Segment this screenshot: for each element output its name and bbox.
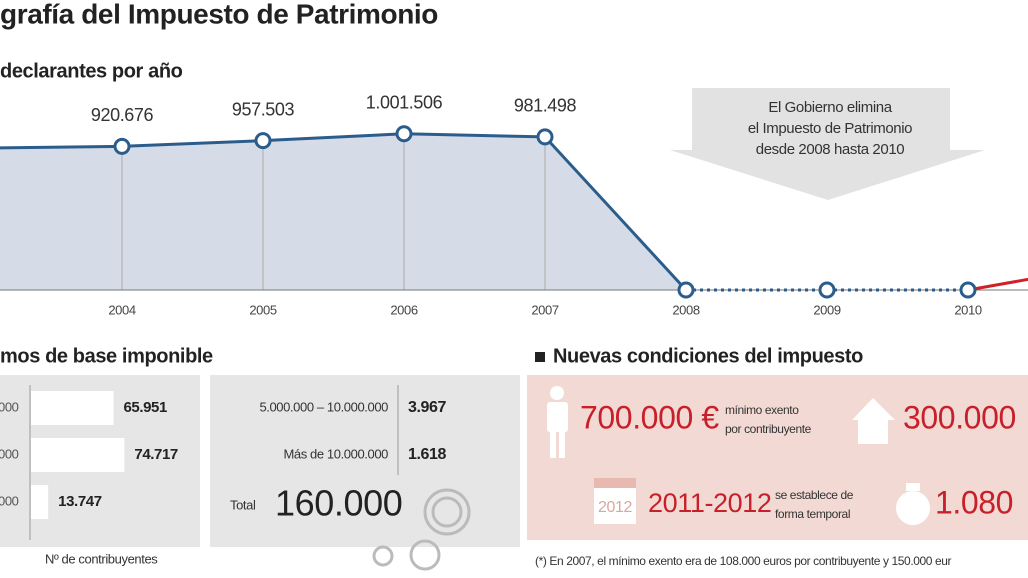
x-tick-label: 2010 [954, 302, 981, 317]
condition-desc: se establece de [775, 488, 854, 502]
x-tick-label: 2006 [390, 302, 417, 317]
condition-value: 300.000 [903, 399, 1016, 435]
x-tick-label: 2004 [108, 302, 135, 317]
x-tick-label: 2009 [813, 302, 840, 317]
total-value: 160.000 [275, 483, 402, 524]
annotation-line: desde 2008 hasta 2010 [756, 141, 904, 158]
value-label: 920.676 [91, 105, 154, 125]
annotation-line: el Impuesto de Patrimonio [748, 120, 912, 137]
row-value: 3.967 [408, 399, 447, 416]
condition-value: 2011-2012 [648, 488, 772, 518]
line-chart: 2004 2005 2006 2007 2008 2009 2010 920.676 957.5… [0, 93, 1028, 317]
annotation-arrow [670, 88, 985, 200]
point [113, 137, 131, 155]
value-label: 1.001.506 [366, 93, 443, 113]
point [254, 132, 272, 150]
area [0, 133, 968, 290]
bar [31, 438, 125, 472]
point [677, 281, 695, 299]
point [818, 281, 836, 299]
section-heading: mos de base imponible [0, 345, 213, 367]
row-label: 000 [0, 493, 19, 508]
row-label: 5.000.000 – 10.000.000 [259, 399, 388, 414]
value-label: 981.498 [514, 96, 577, 116]
bullet [535, 352, 545, 362]
calendar-label: 2012 [598, 499, 632, 516]
annotation-line: El Gobierno elimina [768, 99, 892, 116]
bar-value: 13.747 [58, 493, 102, 510]
brackets: 000 65.951 000 74.717 000 13.747 5.000.000 – 1… [0, 391, 447, 519]
coins [372, 488, 471, 571]
row-label: 000 [0, 399, 19, 414]
footer: Nº de contribuyentes [45, 551, 158, 566]
value-label: 957.503 [232, 99, 295, 119]
x-tick-label: 2008 [672, 302, 699, 317]
line-segment [262, 132, 405, 143]
bar-value: 74.717 [134, 446, 178, 463]
condition-desc: forma temporal [775, 507, 850, 521]
condition-desc: mínimo exento [725, 403, 799, 417]
footnote: (*) En 2007, el mínimo exento era de 108… [535, 554, 952, 568]
line-segment [0, 144, 123, 150]
conditions: 700.000 € mínimo exento por contribuyente 3… [580, 399, 1016, 521]
x-tick-label: 2007 [531, 302, 558, 317]
bar-value: 65.951 [123, 399, 167, 416]
point [959, 281, 977, 299]
condition-value: 1.080 [935, 484, 1013, 520]
annotation: El Gobierno elimina el Impuesto de Patrim… [748, 99, 913, 158]
row-label: Más de 10.000.000 [283, 446, 388, 461]
title: grafía del Impuesto de Patrimonio [0, 0, 438, 29]
line-segment [967, 277, 1028, 292]
bar [31, 485, 49, 519]
x-tick-label: 2005 [249, 302, 276, 317]
condition-desc: por contribuyente [725, 422, 812, 436]
row-value: 1.618 [408, 446, 447, 463]
point [536, 128, 554, 146]
line-segment [403, 132, 546, 139]
bar [31, 391, 114, 425]
point [395, 125, 413, 143]
line-segment [543, 135, 688, 292]
condition-value: 700.000 € [580, 399, 719, 435]
subtitle: declarantes por año [0, 60, 183, 82]
total-label: Total [230, 497, 256, 512]
calendar-top [594, 478, 636, 488]
row-label: 000 [0, 446, 19, 461]
section-heading: Nuevas condiciones del impuesto [553, 345, 863, 367]
line-segment [121, 139, 264, 148]
